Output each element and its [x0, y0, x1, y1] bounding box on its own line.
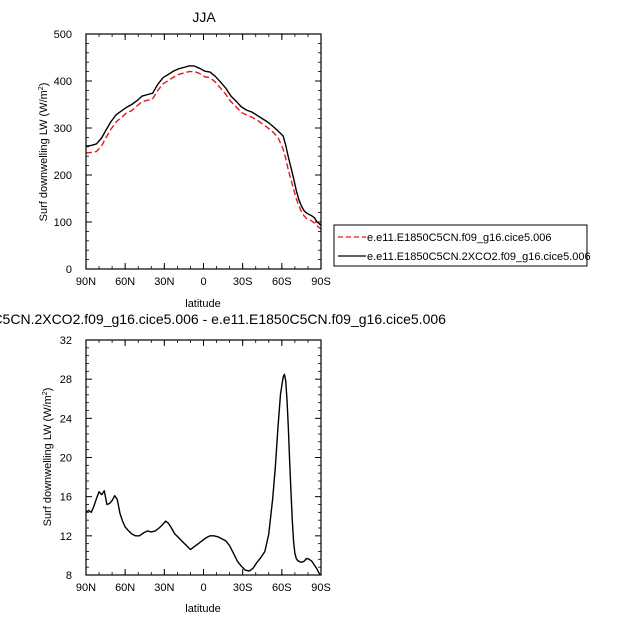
bottom-x-tick-labels: 90N 60N 30N 0 30S 60S 90S: [76, 582, 331, 594]
top-series-line-0: [85, 70, 322, 230]
top-x-tick-label: 0: [200, 276, 206, 288]
top-x-tick-label: 30S: [233, 276, 253, 288]
bottom-chart-title: e.e11.E1850C5CN.2XCO2.f09_g16.cice5.006 …: [0, 311, 446, 327]
bottom-series-line-0: [85, 373, 322, 576]
bottom-x-tick-label: 90S: [311, 582, 331, 594]
top-y-tick-label: 500: [54, 29, 72, 41]
top-x-tick-label: 60S: [272, 276, 292, 288]
top-chart-title: JJA: [192, 9, 216, 25]
bottom-x-tick-label: 90N: [76, 582, 96, 594]
top-y-tick-label: 100: [54, 217, 72, 229]
top-series-line-1: [85, 65, 322, 226]
top-y-axis-label-superscript: 2: [38, 86, 45, 90]
bottom-x-tick-label: 30N: [154, 582, 174, 594]
top-y-tick-label: 400: [54, 76, 72, 88]
bottom-y-tick-label: 20: [60, 453, 72, 465]
top-x-tick-label: 60N: [115, 276, 135, 288]
bottom-tick-layer: [85, 339, 322, 576]
top-y-tick-label: 0: [66, 264, 72, 276]
legend-label-2xco2: e.e11.E1850C5CN.2XCO2.f09_g16.cice5.006: [367, 251, 591, 263]
top-x-tick-label: 30N: [154, 276, 174, 288]
bottom-series-layer: [85, 373, 322, 576]
top-y-axis-label: Surf downwelling LW (W/m2): [38, 83, 50, 222]
top-y-axis-label-close: ): [38, 83, 50, 87]
bottom-panel: e.e11.E1850C5CN.2XCO2.f09_g16.cice5.006 …: [0, 311, 446, 615]
bottom-y-tick-label: 28: [60, 374, 72, 386]
bottom-x-tick-label: 60S: [272, 582, 292, 594]
bottom-y-axis-label-close: ): [42, 388, 54, 392]
top-y-tick-labels: 0 100 200 300 400 500: [54, 29, 72, 276]
top-x-axis-label: latitude: [185, 298, 220, 310]
bottom-y-tick-label: 24: [60, 413, 72, 425]
bottom-y-axis-label-main: Surf downwelling LW (W/m: [42, 395, 54, 526]
top-series-layer: [85, 65, 322, 230]
bottom-x-axis-label: latitude: [185, 603, 220, 615]
legend-box: [333, 224, 588, 267]
bottom-y-tick-label: 16: [60, 492, 72, 504]
top-y-tick-label: 300: [54, 123, 72, 135]
bottom-x-tick-label: 60N: [115, 582, 135, 594]
bottom-y-tick-label: 12: [60, 531, 72, 543]
bottom-y-tick-labels: 8 12 16 20 24 28 32: [60, 335, 72, 582]
top-y-tick-label: 200: [54, 170, 72, 182]
bottom-y-axis-label-superscript: 2: [42, 391, 49, 395]
bottom-x-tick-label: 0: [200, 582, 206, 594]
bottom-x-tick-label: 30S: [233, 582, 253, 594]
top-panel: JJA 90N 60N 30N 0 30S 60S 90S 0 100 200 300 400 500…: [38, 9, 331, 310]
top-plot-frame: [85, 33, 322, 270]
legend: e.e11.E1850C5CN.f09_g16.cice5.006 e.e11.…: [333, 224, 591, 267]
bottom-y-tick-label: 32: [60, 335, 72, 347]
legend-label-control: e.e11.E1850C5CN.f09_g16.cice5.006: [367, 232, 552, 244]
top-tick-layer: [85, 33, 322, 270]
top-x-tick-label: 90N: [76, 276, 96, 288]
bottom-y-tick-label: 8: [66, 570, 72, 582]
top-y-axis-label-main: Surf downwelling LW (W/m: [38, 90, 50, 221]
top-x-tick-label: 90S: [311, 276, 331, 288]
bottom-y-axis-label: Surf downwelling LW (W/m2): [42, 388, 54, 527]
top-x-tick-labels: 90N 60N 30N 0 30S 60S 90S: [76, 276, 331, 288]
